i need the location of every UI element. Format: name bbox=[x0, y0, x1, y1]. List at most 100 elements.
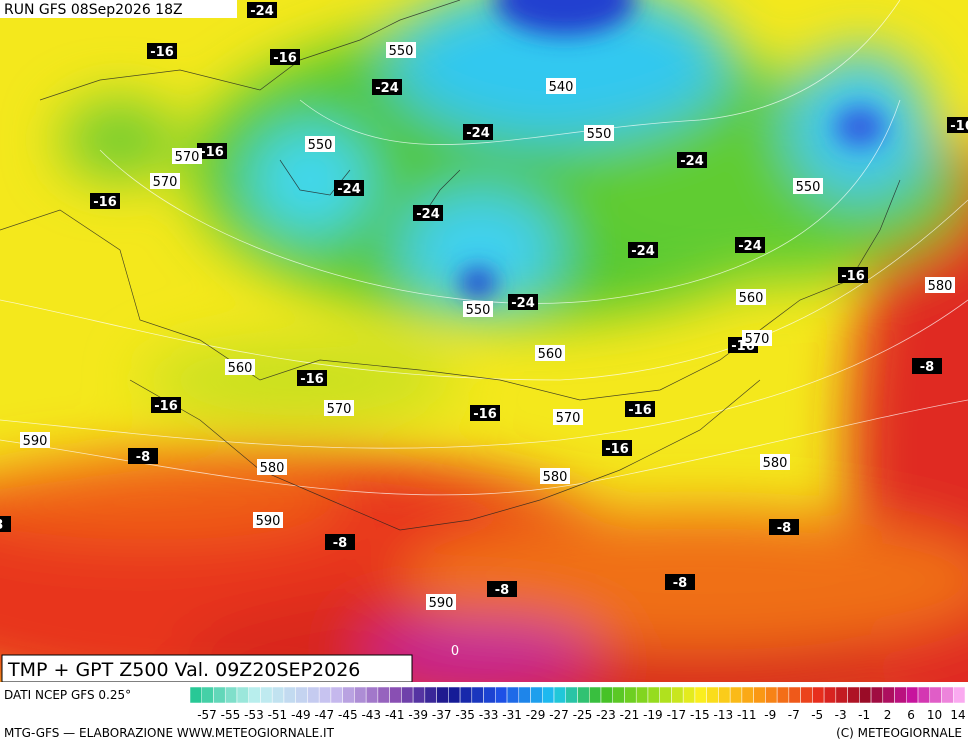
height-label-box bbox=[386, 42, 416, 58]
colorbar-swatch bbox=[483, 686, 496, 704]
colorbar-swatch bbox=[741, 686, 754, 704]
temperature-label: -8 bbox=[777, 521, 791, 536]
footer-right: (C) METEOGIORNALE bbox=[836, 726, 962, 740]
colorbar-label: -39 bbox=[408, 708, 428, 722]
temperature-label-box bbox=[270, 49, 300, 65]
height-label: 570 bbox=[153, 175, 178, 190]
colorbar-label: -19 bbox=[643, 708, 663, 722]
colorbar-swatch bbox=[694, 686, 707, 704]
height-label-box bbox=[540, 468, 570, 484]
colorbar-swatch bbox=[800, 686, 813, 704]
temperature-label-box bbox=[602, 440, 632, 456]
temperature-label: -16 bbox=[150, 45, 174, 60]
colorbar-swatch bbox=[612, 686, 625, 704]
colorbar-label: -57 bbox=[197, 708, 217, 722]
height-label-box bbox=[584, 125, 614, 141]
map-labels: -24 -16 -16 -24 -24 -16 -16 -24 -24 -24 -24 -24 -24 -… bbox=[0, 2, 968, 659]
temperature-label-box bbox=[325, 534, 355, 550]
colorbar-label: -17 bbox=[667, 708, 687, 722]
height-label: 570 bbox=[745, 332, 770, 347]
colorbar-swatch bbox=[906, 686, 919, 704]
height-label: 570 bbox=[556, 411, 581, 426]
temperature-label-box bbox=[90, 193, 120, 209]
colorbar-swatch bbox=[354, 686, 367, 704]
temperature-label: -16 bbox=[300, 372, 324, 387]
colorbar-swatch bbox=[518, 686, 531, 704]
run-label: RUN GFS 08Sep2026 18Z bbox=[4, 2, 183, 18]
temperature-label: -16 bbox=[200, 145, 224, 160]
temperature-label-box bbox=[735, 237, 765, 253]
height-label-box bbox=[553, 409, 583, 425]
height-label: 550 bbox=[466, 303, 491, 318]
temperature-label-box bbox=[947, 117, 968, 133]
colorbar-swatch bbox=[635, 686, 649, 704]
temperature-label: -16 bbox=[841, 269, 865, 284]
temperature-label: -24 bbox=[631, 244, 655, 259]
temperature-label: -24 bbox=[416, 207, 440, 222]
height-label-box bbox=[535, 345, 565, 361]
height-label-box bbox=[324, 400, 354, 416]
colorbar-label: -51 bbox=[268, 708, 288, 722]
height-label: 560 bbox=[739, 291, 764, 306]
colorbar-swatch bbox=[389, 686, 402, 704]
colorbar-label: -9 bbox=[764, 708, 776, 722]
height-label-box bbox=[150, 173, 180, 189]
height-label: 550 bbox=[389, 44, 414, 59]
colorbar-swatch bbox=[565, 686, 578, 704]
colorbar-swatch bbox=[530, 686, 543, 704]
height-label: 550 bbox=[587, 127, 612, 142]
colorbar-swatch bbox=[330, 686, 343, 704]
temperature-label-box bbox=[628, 242, 658, 258]
colorbar-swatch bbox=[776, 686, 790, 704]
colorbar-label: -49 bbox=[291, 708, 311, 722]
colorbar-label: -25 bbox=[573, 708, 593, 722]
temperature-label-box bbox=[769, 519, 799, 535]
temperature-label: -24 bbox=[375, 81, 399, 96]
colorbar-label: -37 bbox=[432, 708, 452, 722]
colorbar-swatch bbox=[295, 686, 308, 704]
colorbar-swatch bbox=[941, 686, 954, 704]
height-label: 570 bbox=[175, 150, 200, 165]
colorbar-label: -45 bbox=[338, 708, 358, 722]
colorbar-label: 6 bbox=[907, 708, 915, 722]
colorbar-label: -53 bbox=[244, 708, 264, 722]
temperature-label: -8 bbox=[920, 360, 934, 375]
colorbar-swatch bbox=[624, 686, 637, 704]
colorbar: -57 -55 -53 -51 -49 -47 -45 -43 -41 -39 -37 -35 -33-… bbox=[189, 686, 966, 722]
colorbar-swatch bbox=[271, 686, 285, 704]
temperature-label-box bbox=[334, 180, 364, 196]
colorbar-label: -13 bbox=[714, 708, 734, 722]
colorbar-swatch bbox=[765, 686, 778, 704]
temperature-label: -16 bbox=[628, 403, 652, 418]
colorbar-swatch bbox=[201, 686, 214, 704]
colorbar-swatch bbox=[706, 686, 719, 704]
colorbar-label: -31 bbox=[502, 708, 522, 722]
colorbar-label: -41 bbox=[385, 708, 405, 722]
colorbar-swatch bbox=[671, 686, 684, 704]
colorbar-label: -21 bbox=[620, 708, 640, 722]
height-label-box bbox=[172, 148, 202, 164]
colorbar-label: -5 bbox=[811, 708, 823, 722]
height-label-box bbox=[736, 289, 766, 305]
temperature-label-box bbox=[297, 370, 327, 386]
colorbar-label: -23 bbox=[596, 708, 616, 722]
temperature-label: -16 bbox=[605, 442, 629, 457]
temperature-label-box bbox=[665, 574, 695, 590]
height-label-box bbox=[925, 277, 955, 293]
source-label: DATI NCEP GFS 0.25° bbox=[4, 688, 131, 702]
colorbar-swatch bbox=[424, 686, 437, 704]
colorbar-swatch bbox=[647, 686, 660, 704]
temperature-label-box bbox=[912, 358, 942, 374]
map-title: TMP + GPT Z500 Val. 09Z20SEP2026 bbox=[7, 659, 360, 681]
temperature-label-box bbox=[372, 79, 402, 95]
colorbar-label: -43 bbox=[361, 708, 381, 722]
height-label-box bbox=[257, 459, 287, 475]
colorbar-swatch bbox=[729, 686, 743, 704]
colorbar-swatch bbox=[260, 686, 273, 704]
colorbar-swatch bbox=[659, 686, 672, 704]
colorbar-label: 14 bbox=[950, 708, 965, 722]
colorbar-swatch bbox=[412, 686, 426, 704]
temperature-label: -24 bbox=[466, 126, 490, 141]
temperature-label-box bbox=[147, 43, 177, 59]
colorbar-swatch bbox=[436, 686, 449, 704]
